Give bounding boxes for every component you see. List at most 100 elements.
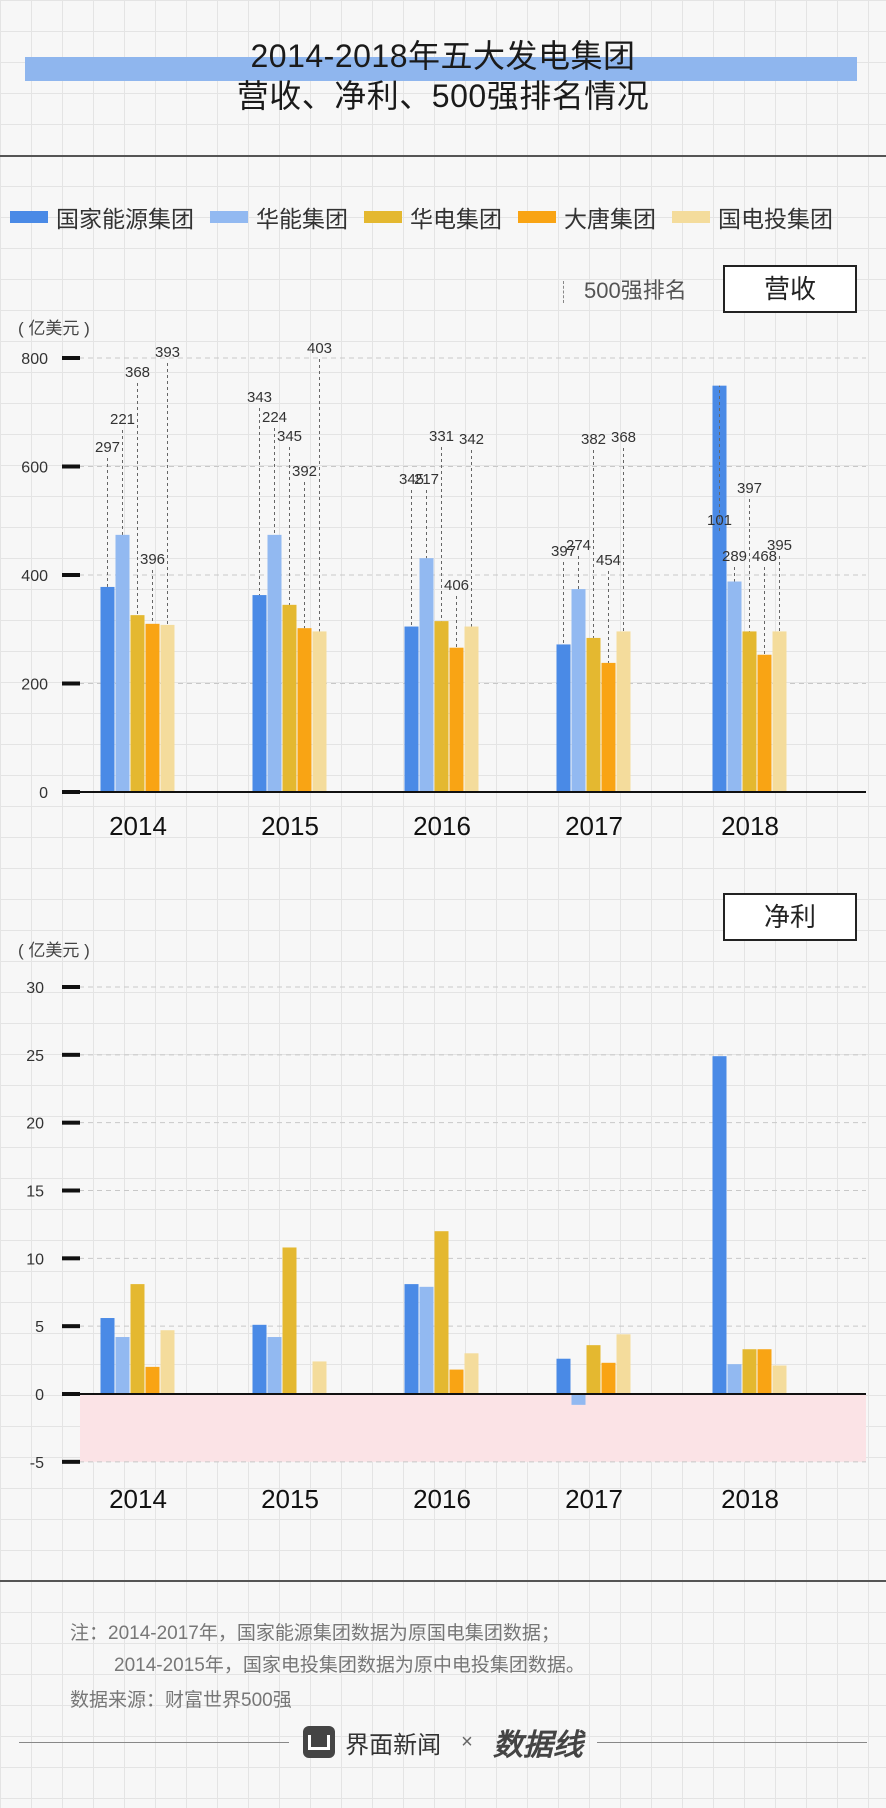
rank-label: 397 [551, 543, 576, 560]
bar [556, 1358, 571, 1394]
bar [712, 1056, 727, 1394]
brand-times: × [461, 1730, 473, 1753]
title-line-1: 2014-2018年五大发电集团 [250, 38, 636, 74]
bar [100, 1318, 115, 1394]
profit-unit-label: ( 亿美元 ) [18, 941, 90, 960]
jiemian-name: 界面新闻 [345, 1731, 442, 1759]
brand-footer: 界面新闻 × 数据线 [0, 1720, 886, 1764]
y-tick-label: 400 [21, 568, 48, 585]
bar [130, 615, 145, 792]
bar [772, 1365, 787, 1394]
rank-label: 396 [140, 551, 165, 568]
rank-label: 343 [247, 389, 272, 406]
legend-label: 华能集团 [256, 206, 348, 232]
bar [252, 1324, 267, 1394]
bar [434, 1231, 449, 1394]
bar [449, 647, 464, 792]
x-tick-label: 2017 [565, 1484, 623, 1514]
rank-label: 345 [277, 428, 302, 445]
legend-swatch [364, 211, 402, 223]
jiemian-logo-icon [303, 1726, 336, 1758]
rank-label: 297 [95, 439, 120, 456]
rank-label: 289 [722, 548, 747, 565]
bar [145, 1366, 160, 1394]
bar [419, 1286, 434, 1394]
brand-rule-right [596, 1741, 867, 1743]
rank-label: 221 [110, 411, 135, 428]
legend-item: 华电集团 [364, 200, 502, 234]
y-tick-label: 200 [21, 677, 48, 694]
y-tick-label: 20 [26, 1116, 44, 1133]
bar [757, 654, 772, 792]
y-tick-label: 5 [35, 1319, 44, 1336]
bar [571, 1394, 586, 1405]
legend-item: 国家能源集团 [10, 200, 194, 234]
note-line-1: 注：2014-2017年，国家能源集团数据为原国电集团数据； [70, 1623, 560, 1644]
rank-label: 368 [611, 429, 636, 446]
legend: 国家能源集团 华能集团 华电集团 大唐集团 国电投集团 [10, 200, 849, 234]
title-divider [0, 155, 886, 157]
rank-label: 403 [307, 340, 332, 357]
y-tick-mark [62, 1120, 80, 1125]
title-highlight-band [25, 57, 857, 81]
note-line-2: 2014-2015年，国家电投集团数据为原中电投集团数据。 [114, 1655, 585, 1676]
rank-label: 331 [429, 428, 454, 445]
bar [160, 624, 175, 792]
bar [586, 637, 601, 792]
legend-item: 大唐集团 [518, 200, 656, 234]
legend-swatch [10, 211, 48, 223]
bar [100, 586, 115, 792]
x-tick-label: 2016 [413, 1484, 471, 1514]
bar [464, 1353, 479, 1394]
bar [312, 1361, 327, 1394]
x-tick-label: 2017 [565, 811, 623, 841]
bar [115, 534, 130, 792]
bar [404, 1284, 419, 1394]
rank-label: 468 [752, 548, 777, 565]
y-tick-label: 0 [39, 785, 48, 802]
rank-label: 454 [596, 552, 621, 569]
rank-legend-label: 500强排名 [584, 278, 687, 303]
bar [434, 621, 449, 792]
bar [464, 626, 479, 792]
y-tick-mark [62, 985, 80, 989]
rank-label: 224 [262, 409, 287, 426]
legend-item: 华能集团 [210, 200, 348, 234]
y-tick-label: 30 [26, 980, 44, 997]
negative-band [80, 1394, 866, 1462]
y-tick-label: 25 [26, 1048, 44, 1065]
chart-title: 2014-2018年五大发电集团 营收、净利、500强排名情况 [0, 36, 886, 116]
y-tick-label: 600 [21, 460, 48, 477]
datawire-logo: 数据线 [492, 1729, 583, 1762]
bar [282, 1247, 297, 1394]
brand-rule-left [19, 1741, 290, 1743]
revenue-box: 营收 [723, 265, 857, 313]
legend-label: 国家能源集团 [56, 206, 194, 232]
bar [297, 628, 312, 792]
rank-label: 397 [737, 480, 762, 497]
rank-label: 382 [581, 431, 606, 448]
rank-label: 342 [459, 431, 484, 448]
x-tick-label: 2018 [721, 1484, 779, 1514]
legend-label: 华电集团 [410, 206, 502, 232]
bar [757, 1349, 772, 1394]
x-tick-label: 2016 [413, 811, 471, 841]
revenue-unit-label: ( 亿美元 ) [18, 319, 90, 338]
legend-item: 国电投集团 [672, 200, 833, 234]
rank-label: 345 [399, 471, 424, 488]
rank-dash-icon [563, 281, 564, 304]
rank-legend: 500强排名 [563, 273, 687, 305]
x-tick-label: 2014 [109, 1484, 167, 1514]
bar [601, 662, 616, 792]
y-tick-mark [62, 1052, 80, 1057]
profit-box: 净利 [723, 893, 857, 941]
bar [312, 631, 327, 792]
bar [586, 1345, 601, 1394]
bar [419, 558, 434, 792]
legend-label: 国电投集团 [718, 206, 833, 232]
legend-swatch [518, 211, 556, 223]
y-tick-label: 15 [26, 1184, 44, 1201]
bar [742, 631, 757, 792]
y-tick-mark [62, 1459, 80, 1464]
x-tick-label: 2014 [109, 811, 167, 841]
